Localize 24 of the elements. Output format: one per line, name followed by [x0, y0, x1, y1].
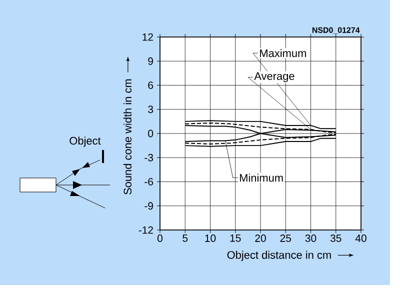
- x-tick-label: 40: [355, 234, 366, 242]
- x-tick-label: 25: [280, 234, 291, 242]
- y-tick-label: -3: [144, 154, 154, 162]
- x-tick-label: 10: [205, 234, 216, 242]
- text: Average: [254, 72, 294, 82]
- x-tick-label: 5: [182, 234, 188, 242]
- y-tick-label: 12: [142, 33, 153, 41]
- x-tick-label: 30: [305, 234, 316, 242]
- y-tick-label: 0: [148, 130, 154, 138]
- y-axis-title: Sound cone width in cm: [123, 79, 132, 194]
- y-tick-label: 9: [148, 57, 153, 65]
- y-tick-label: -9: [144, 202, 153, 210]
- text: Minimum: [240, 174, 283, 182]
- text: Object: [70, 136, 101, 147]
- x-axis-title: Object distance in cm: [227, 250, 331, 261]
- x-tick-label: 0: [158, 234, 162, 242]
- y-tick-label: 6: [148, 82, 154, 89]
- y-tick-label: 3: [148, 106, 154, 114]
- x-tick-label: 15: [230, 234, 241, 242]
- y-tick-label: -12: [138, 226, 153, 234]
- legend-label: Maximum: [260, 49, 306, 58]
- y-tick-label: -6: [144, 178, 154, 186]
- x-tick-label: 20: [255, 234, 266, 242]
- x-tick-label: 35: [330, 234, 342, 242]
